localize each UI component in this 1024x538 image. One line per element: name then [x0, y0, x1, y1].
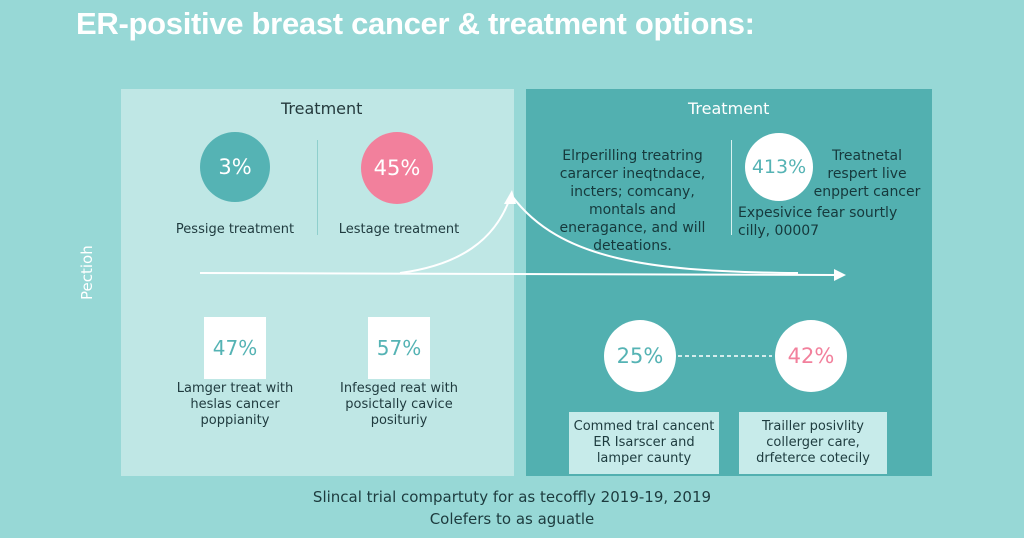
horizontal-arrow: [199, 272, 839, 276]
footer-line-2: Colefers to as aguatle: [429, 510, 595, 528]
card-line: Commed tral cancent: [573, 419, 715, 434]
right-divider: [731, 140, 732, 235]
info-card-1: Commed tral cancent ER Isarscer and lamp…: [569, 412, 719, 474]
stat-label-47: Lamger treat with heslas cancer poppiani…: [150, 381, 320, 429]
stat-subtext: Expesivice fear sourtly cilly, 00007: [738, 204, 898, 240]
label-line: poppianity: [200, 413, 270, 428]
description-line: incters; comcany,: [570, 184, 695, 200]
card-line: collerger care,: [766, 435, 860, 450]
label-line: posictally cavice: [345, 397, 453, 412]
stat-text-413: Treatnetal respert live enppert cancer: [812, 147, 922, 201]
stat-box-57: 57%: [368, 317, 430, 379]
stat-circle-45: 45%: [361, 132, 433, 204]
right-panel: [526, 89, 932, 476]
compare-circle-25: 25%: [604, 320, 676, 392]
stat-text-line: Treatnetal: [831, 148, 903, 164]
right-panel-heading: Treatment: [688, 99, 770, 118]
label-line: Infesged reat with: [340, 381, 458, 396]
rising-arrowhead: [504, 190, 516, 204]
right-description: Elrperilling treatring cararcer ineqtnda…: [540, 147, 725, 255]
info-card-2: Trailler posivlity collerger care, drfet…: [739, 412, 887, 474]
subtext-line: Expesivice fear sourtly: [738, 205, 898, 221]
footer-line-1: Slincal trial compartuty for as tecoffly…: [312, 488, 712, 506]
card-line: lamper caunty: [596, 451, 692, 466]
left-divider: [317, 140, 318, 235]
left-panel-heading: Treatment: [281, 99, 363, 118]
label-line: Lamger treat with: [176, 381, 294, 396]
stat-box-47: 47%: [204, 317, 266, 379]
falling-curve: [511, 195, 799, 274]
stat-label-57: Infesged reat with posictally cavice pos…: [314, 381, 484, 429]
card-line: Trailler posivlity: [762, 419, 864, 434]
label-line: posituriy: [370, 413, 428, 428]
stat-circle-413: 413%: [745, 133, 813, 201]
horizontal-arrowhead: [834, 269, 846, 281]
subtext-line: cilly, 00007: [738, 223, 820, 239]
compare-circle-42: 42%: [775, 320, 847, 392]
card-line: ER Isarscer and: [593, 435, 695, 450]
stat-text-line: respert live: [827, 166, 907, 182]
page-title: ER-positive breast cancer & treatment op…: [76, 6, 755, 41]
rising-arrow: [399, 197, 511, 274]
label-line: heslas cancer: [190, 397, 280, 412]
description-line: montals and: [588, 202, 677, 218]
stat-circle-3: 3%: [200, 132, 270, 202]
description-line: deteations.: [593, 238, 672, 254]
description-line: Elrperilling treatring: [562, 148, 703, 164]
stat-text-line: enppert cancer: [813, 184, 921, 200]
card-line: drfeterce cotecily: [756, 451, 870, 466]
stat-label-45: Lestage treatment: [338, 222, 460, 237]
description-line: cararcer ineqtndace,: [559, 166, 706, 182]
stat-label-3: Pessige treatment: [175, 222, 295, 237]
description-line: eneragance, and will: [559, 220, 706, 236]
